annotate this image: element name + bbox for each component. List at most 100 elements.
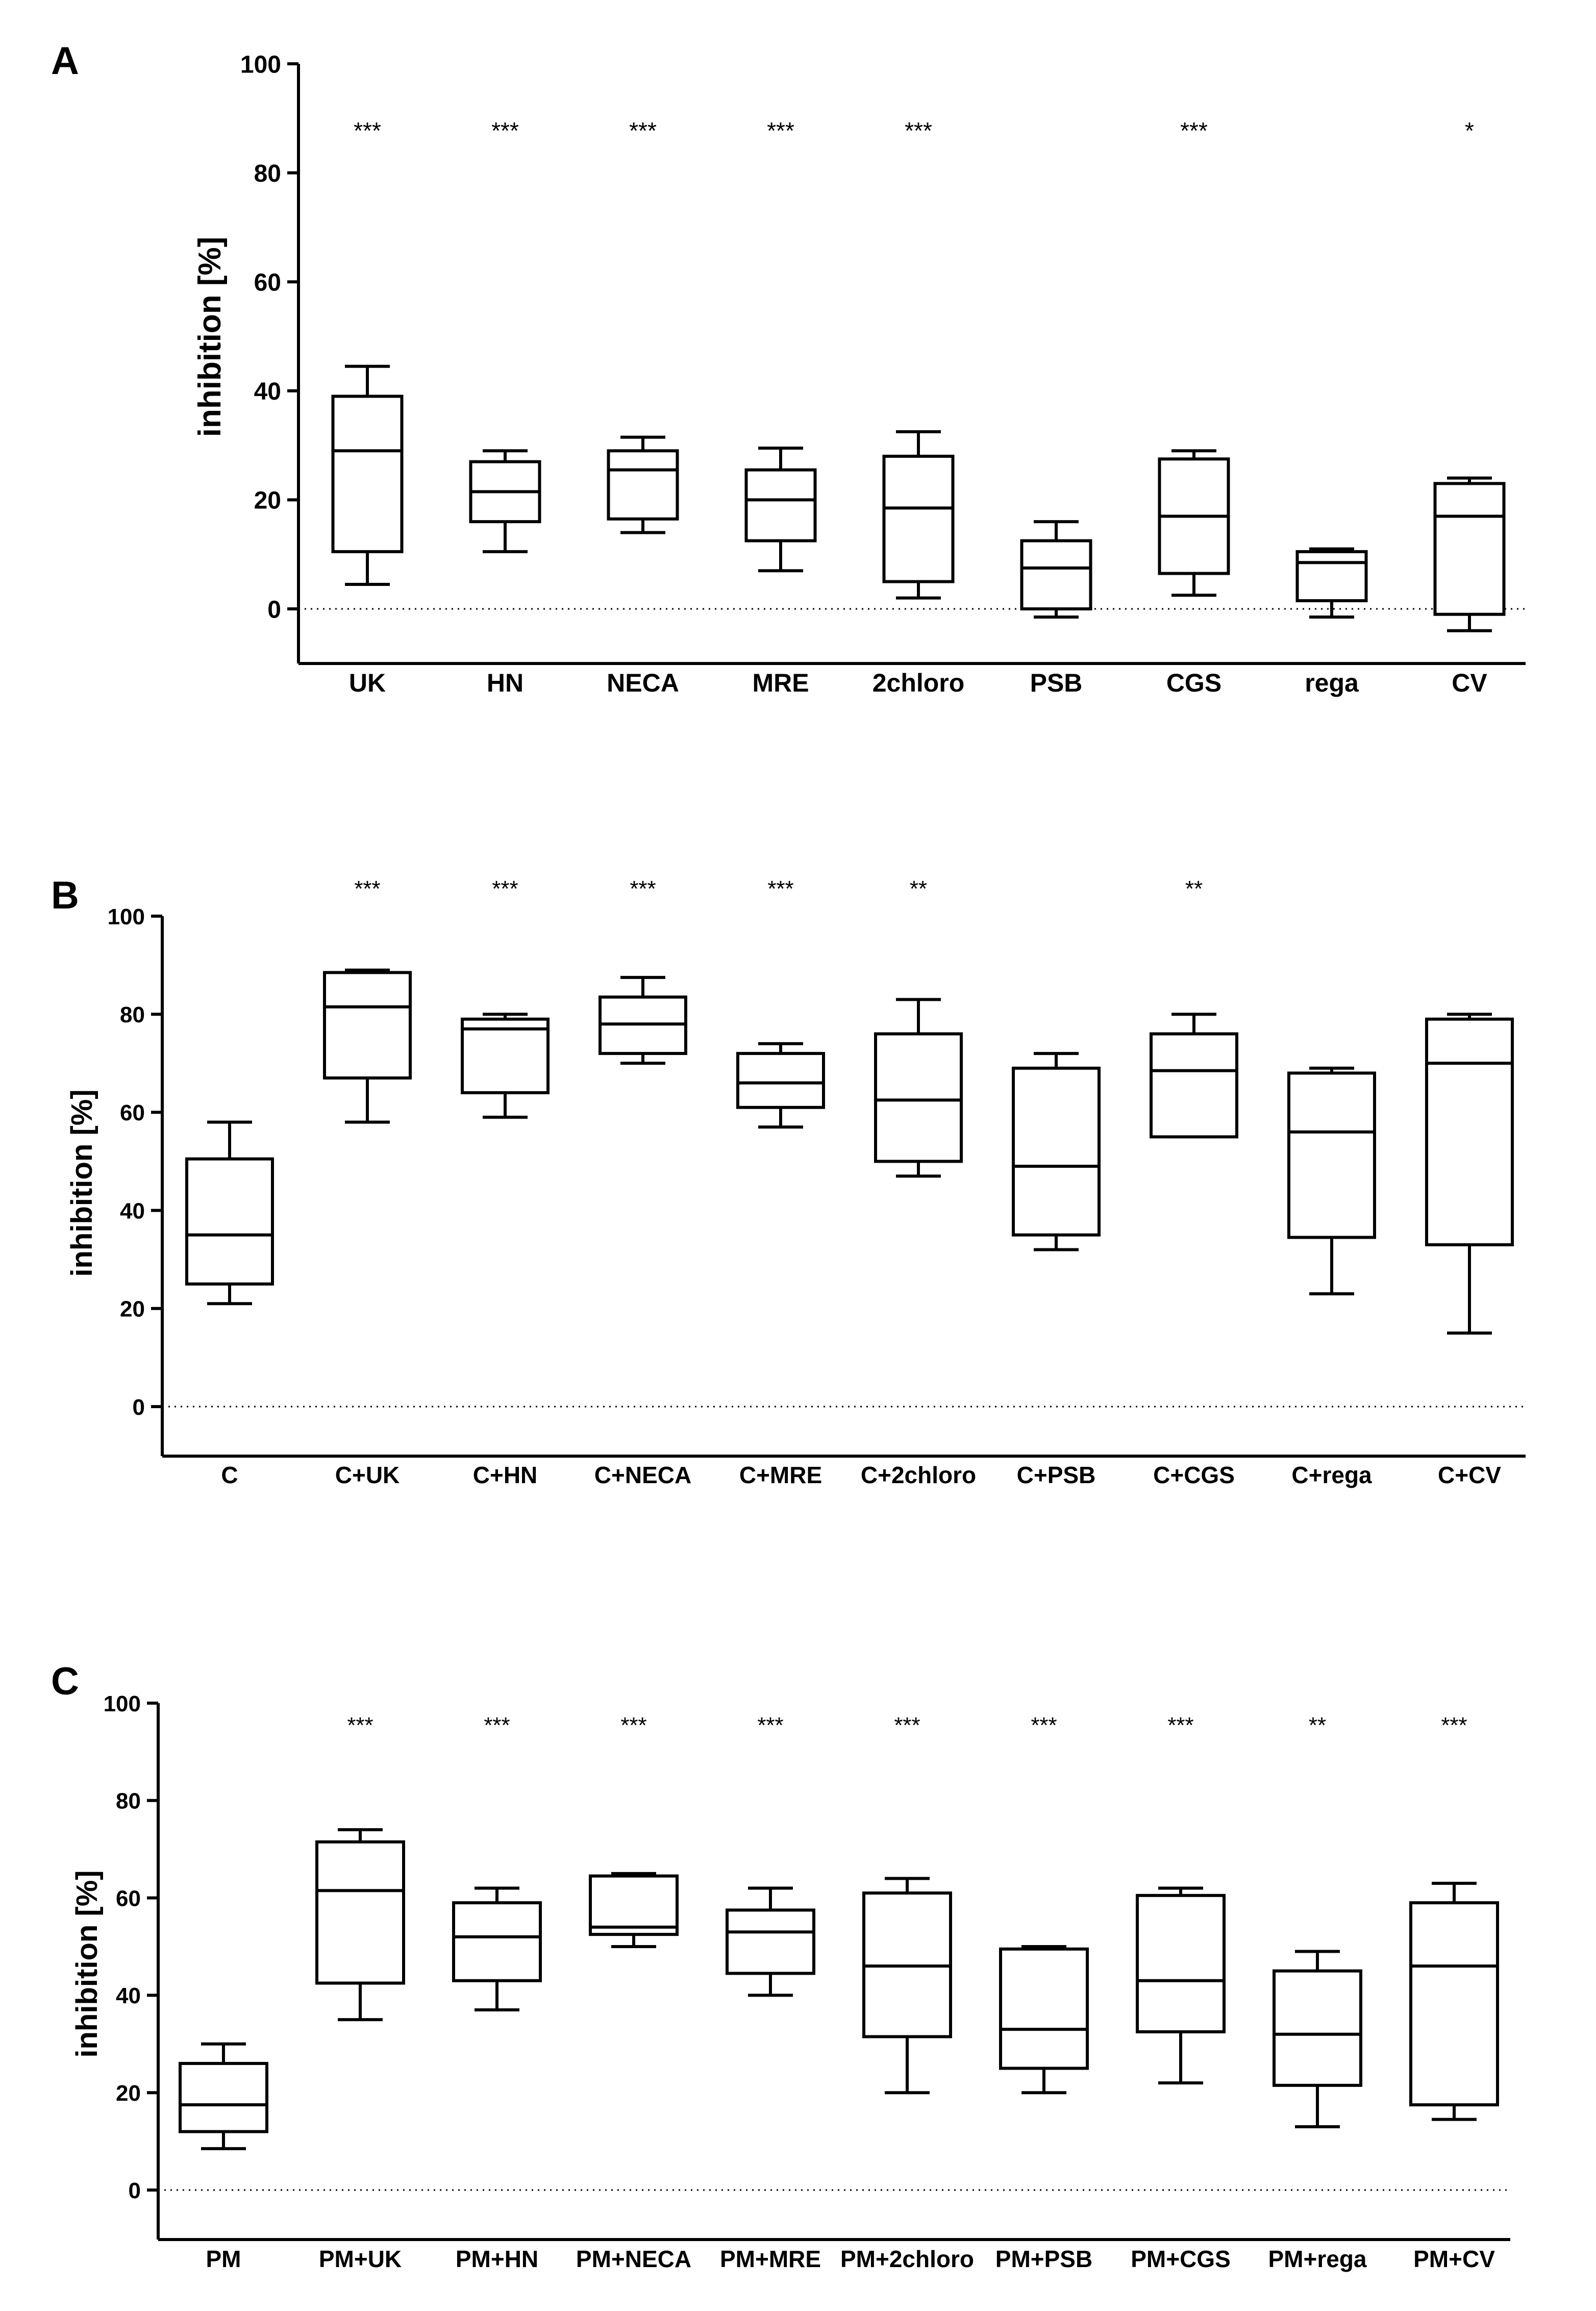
iqr-box	[331, 395, 404, 553]
box-plot-group	[185, 1120, 274, 1306]
significance-marker: ***	[620, 1713, 646, 1738]
iqr-box	[1012, 1066, 1101, 1237]
iqr-box	[452, 1901, 542, 1982]
box-plot-group	[999, 1945, 1089, 2095]
panel-b-chart: B 0 20 40 60 80 100 inhibition [%] C C+UK *** C+HN *…	[51, 874, 1526, 1488]
significance-marker: ***	[492, 876, 518, 901]
iqr-box	[874, 1032, 963, 1163]
box-plot-group	[331, 364, 404, 586]
box-plot-group	[1409, 1881, 1499, 2121]
y-tick-label: 0	[129, 2178, 141, 2203]
iqr-box	[726, 1908, 815, 1975]
iqr-box	[1136, 1894, 1226, 2033]
y-tick-label: 100	[104, 1691, 141, 1716]
box-plot-group	[1425, 1013, 1514, 1335]
x-category-label: C+2chloro	[861, 1462, 976, 1488]
y-axis-title: inhibition [%]	[65, 1089, 98, 1276]
y-tick-label: 0	[133, 1395, 145, 1420]
box-plot-group	[607, 435, 679, 534]
box-plot-group	[1287, 1066, 1376, 1295]
significance-marker: ***	[491, 117, 519, 144]
box-plot-group	[874, 998, 963, 1178]
iqr-box	[1425, 1017, 1514, 1246]
x-category-label: PM+2chloro	[840, 2246, 974, 2272]
y-axis-title: inhibition [%]	[192, 237, 228, 437]
x-category-label: C+HN	[473, 1462, 538, 1488]
box-plot-group	[315, 1828, 405, 2022]
iqr-box	[999, 1947, 1089, 2070]
box-plot-group	[323, 968, 412, 1124]
significance-marker: ***	[894, 1713, 920, 1738]
box-plot-group	[736, 1042, 825, 1129]
significance-marker: ***	[354, 876, 380, 901]
box-plot-group	[469, 449, 541, 553]
x-category-label: 2chloro	[872, 669, 965, 697]
x-category-label: NECA	[607, 669, 679, 697]
box-plot-group	[1012, 1052, 1101, 1251]
x-category-label: PSB	[1030, 669, 1083, 697]
iqr-box	[607, 449, 679, 521]
box-plot-group	[882, 430, 955, 600]
iqr-box	[179, 2061, 268, 2133]
y-tick-label: 0	[267, 596, 281, 623]
iqr-box	[589, 1874, 679, 1936]
y-tick-label: 100	[240, 51, 281, 78]
y-tick-label: 80	[116, 1789, 141, 1814]
iqr-box	[1295, 550, 1368, 602]
box-plot-group	[744, 446, 817, 573]
x-category-label: PM+UK	[319, 2246, 402, 2272]
iqr-box	[323, 971, 412, 1080]
y-tick-label: 100	[108, 904, 145, 929]
iqr-box	[1273, 1969, 1362, 2087]
x-category-label: MRE	[752, 669, 809, 697]
iqr-box	[1150, 1032, 1238, 1139]
x-category-label: C+UK	[335, 1462, 400, 1488]
y-tick-label: 80	[120, 1002, 145, 1027]
iqr-box	[461, 1017, 550, 1094]
significance-marker: **	[1185, 876, 1203, 901]
box-plot-group	[452, 1886, 542, 2012]
x-category-label: PM+HN	[456, 2246, 538, 2272]
x-category-label: CGS	[1166, 669, 1221, 697]
significance-marker: ***	[347, 1713, 373, 1738]
iqr-box	[1020, 539, 1092, 610]
x-category-label: PM+NECA	[576, 2246, 691, 2272]
box-plot-group	[589, 1872, 679, 1948]
x-category-label: rega	[1305, 669, 1359, 697]
significance-marker: ***	[484, 1713, 510, 1738]
iqr-box	[185, 1157, 274, 1286]
x-category-label: PM+CGS	[1131, 2246, 1231, 2272]
y-tick-label: 40	[116, 1983, 141, 2008]
x-category-label: C+CGS	[1153, 1462, 1235, 1488]
y-tick-label: 20	[120, 1297, 145, 1322]
box-plot-group	[1273, 1950, 1362, 2128]
significance-marker: ***	[1031, 1713, 1057, 1738]
box-plot-group	[1150, 1013, 1238, 1139]
x-category-label: C+MRE	[739, 1462, 822, 1488]
significance-marker: ***	[629, 117, 657, 144]
significance-marker: ***	[767, 876, 793, 901]
iqr-box	[1433, 482, 1506, 616]
box-plot-group	[1020, 520, 1092, 619]
iqr-box	[882, 454, 955, 583]
y-tick-label: 60	[120, 1100, 145, 1125]
x-category-label: PM+PSB	[995, 2246, 1092, 2272]
x-category-label: PM+MRE	[720, 2246, 821, 2272]
x-category-label: PM+rega	[1268, 2246, 1366, 2272]
significance-marker: ***	[630, 876, 656, 901]
significance-marker: ***	[354, 117, 381, 144]
y-axis-title: inhibition [%]	[70, 1870, 104, 2057]
significance-marker: *	[1465, 117, 1474, 144]
panel-a-chart: A 0 20 40 60 80 100 inhibition [%] UK *** HN *** NEC…	[51, 39, 1526, 697]
box-plot-group	[1433, 476, 1506, 632]
y-tick-label: 60	[116, 1886, 141, 1911]
x-category-label: CV	[1452, 669, 1487, 697]
significance-marker: **	[910, 876, 927, 901]
y-tick-label: 40	[254, 378, 281, 405]
x-category-label: C+CV	[1438, 1462, 1501, 1488]
x-category-label: C+PSB	[1017, 1462, 1096, 1488]
iqr-box	[1287, 1071, 1376, 1239]
significance-marker: ***	[905, 117, 932, 144]
iqr-box	[315, 1840, 405, 1985]
